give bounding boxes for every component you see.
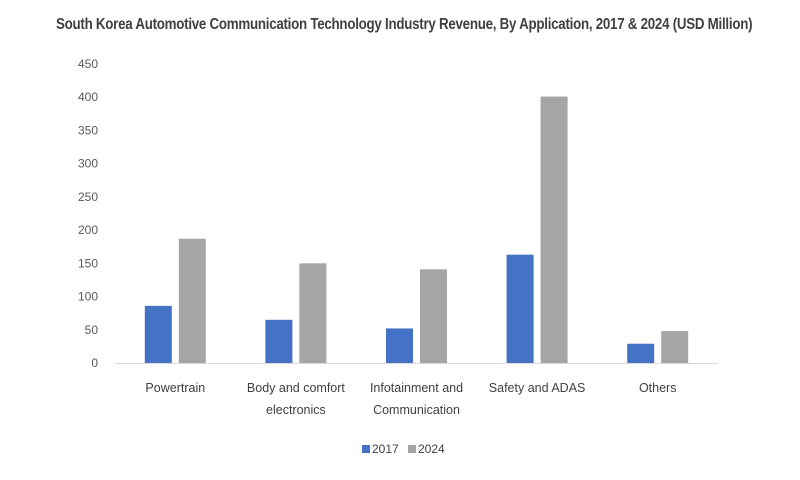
x-tick-label: Communication [373,403,460,417]
legend: 2017 2024 [362,442,445,456]
bar-2017 [506,254,534,363]
x-tick-label: Safety and ADAS [489,381,586,395]
y-tick-label: 300 [78,157,98,171]
y-tick-label: 350 [78,123,98,137]
y-tick-label: 0 [91,356,98,370]
y-tick-label: 150 [78,256,98,270]
y-axis: 0 50 100 150 200 250 300 350 400 450 [78,57,98,370]
x-tick-label: Others [639,381,677,395]
y-tick-label: 200 [78,223,98,237]
bar-2024 [661,331,689,363]
y-tick-label: 450 [78,57,98,71]
bars [144,96,689,364]
x-tick-label: Infotainment and [370,381,463,395]
legend-label: 2024 [418,442,445,456]
bar-2024 [178,238,206,363]
bar-2024 [420,269,447,363]
y-tick-label: 400 [78,90,98,104]
bar-2024 [299,263,327,363]
x-tick-label: Powertrain [145,381,205,395]
bar-2017 [386,328,413,363]
legend-swatch-2017 [362,445,370,453]
bar-2017 [144,305,172,363]
x-axis: Powertrain Body and comfort electronics Inf… [115,363,718,417]
legend-swatch-2024 [408,445,416,453]
y-tick-label: 100 [78,290,98,304]
x-tick-label: electronics [266,403,326,417]
bar-2017 [627,343,655,363]
bar-2024 [540,96,568,364]
y-tick-label: 50 [85,323,99,337]
legend-label: 2017 [372,442,399,456]
bar-2017 [265,319,293,363]
chart-title: South Korea Automotive Communication Tec… [56,16,753,33]
y-tick-label: 250 [78,190,98,204]
x-tick-label: Body and comfort [247,381,345,395]
